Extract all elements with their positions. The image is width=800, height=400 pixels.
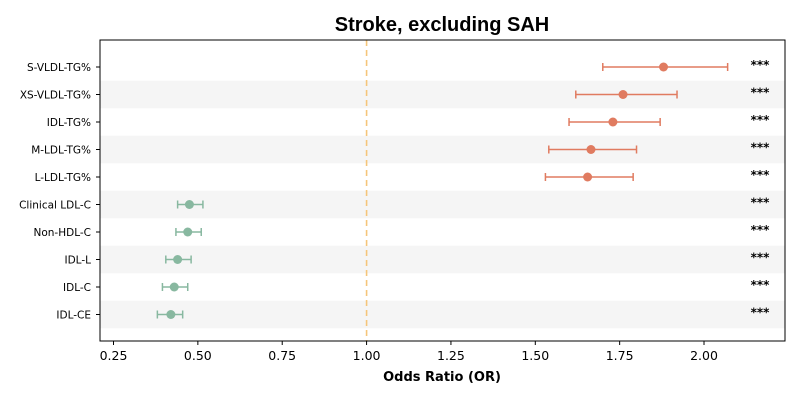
data-row: [544, 172, 634, 182]
data-row: [175, 227, 202, 237]
point-estimate: [608, 117, 618, 127]
x-tick-label: 1.25: [437, 348, 465, 363]
significance-label: ***: [751, 58, 771, 72]
x-axis-label: Odds Ratio (OR): [383, 370, 501, 385]
point-estimate: [618, 90, 628, 99]
significance-label: ***: [751, 306, 771, 320]
significance-label: ***: [751, 168, 771, 182]
point-estimate: [166, 310, 176, 319]
data-row: [602, 62, 729, 72]
row-stripe: [100, 245, 785, 274]
point-estimate: [659, 62, 669, 72]
x-tick-label: 2.00: [690, 348, 718, 363]
row-stripe: [100, 300, 785, 329]
x-tick-label: 1.50: [521, 348, 549, 363]
significance-label: ***: [751, 141, 771, 155]
y-tick-label: M-LDL-TG%: [31, 145, 91, 157]
data-row: [165, 255, 192, 264]
point-estimate: [169, 282, 179, 292]
y-tick-label: IDL-C: [63, 282, 91, 294]
y-axis-labels: S-VLDL-TG% XS-VLDL-TG% IDL-TG% M-LDL-TG% L-L…: [19, 62, 100, 322]
row-stripes: [100, 80, 785, 329]
data-row: [161, 282, 189, 292]
y-tick-label: Clinical LDL-C: [19, 200, 91, 212]
y-tick-label: S-VLDL-TG%: [27, 62, 91, 74]
x-tick-label: 0.75: [268, 348, 296, 363]
significance-label: ***: [751, 196, 771, 210]
chart-title: Stroke, excluding SAH: [335, 14, 550, 36]
significance-labels: *** *** *** *** *** *** *** *** *** ***: [751, 58, 771, 320]
data-row: [156, 310, 184, 319]
y-tick-label: Non-HDL-C: [34, 227, 92, 239]
data-row: [548, 145, 638, 154]
row-stripe: [100, 80, 785, 109]
significance-label: ***: [751, 113, 771, 127]
y-tick-label: L-LDL-TG%: [35, 172, 91, 184]
x-tick-label: 0.50: [184, 348, 212, 363]
data-row: [575, 90, 678, 99]
y-tick-label: IDL-TG%: [47, 117, 91, 129]
significance-label: ***: [751, 251, 771, 265]
x-tick-label: 0.25: [100, 348, 128, 363]
x-tick-label: 1.00: [353, 348, 381, 363]
significance-label: ***: [751, 278, 771, 292]
row-stripe: [100, 190, 785, 219]
data-row: [568, 117, 661, 127]
plot-frame: [99, 39, 786, 342]
point-estimate: [184, 200, 194, 209]
data-row: [176, 200, 204, 209]
x-axis: 0.25 0.50 0.75 1.00 1.25 1.50 1.75 2.00: [100, 341, 718, 363]
y-tick-label: XS-VLDL-TG%: [20, 90, 91, 102]
row-stripe: [100, 135, 785, 164]
chart-marks: [156, 62, 729, 319]
significance-label: ***: [751, 86, 771, 100]
y-tick-label: IDL-CE: [56, 310, 91, 322]
y-tick-label: IDL-L: [65, 255, 92, 267]
point-estimate: [583, 172, 593, 182]
point-estimate: [183, 227, 193, 237]
point-estimate: [586, 145, 596, 154]
significance-label: ***: [751, 223, 771, 237]
point-estimate: [173, 255, 183, 264]
x-tick-label: 1.75: [606, 348, 634, 363]
